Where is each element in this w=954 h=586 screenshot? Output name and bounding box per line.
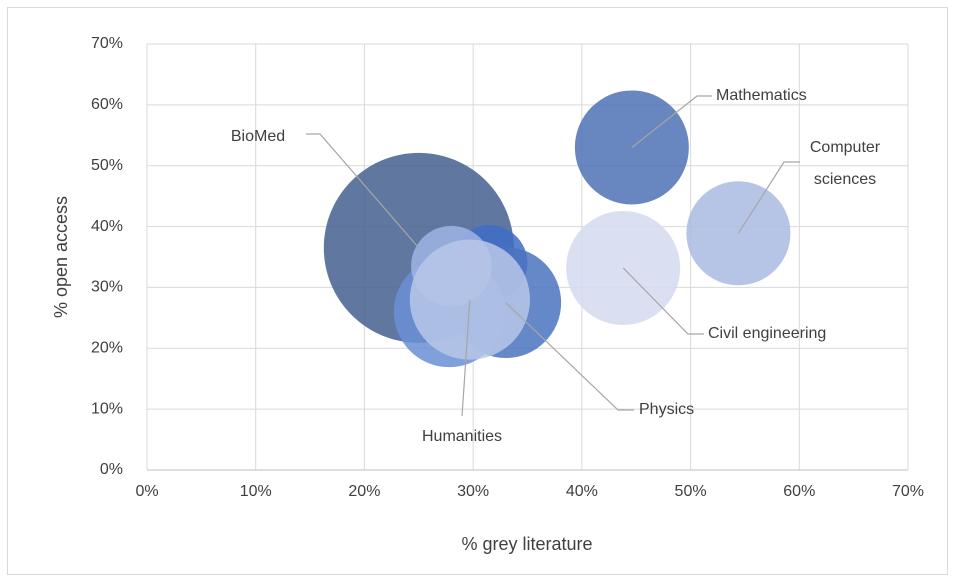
y-tick-label: 70%: [91, 35, 123, 52]
data-label: Humanities: [422, 428, 502, 445]
x-tick-label: 30%: [457, 483, 489, 500]
x-tick-label: 10%: [240, 483, 272, 500]
data-label: Physics: [639, 401, 694, 418]
y-tick-label: 60%: [91, 96, 123, 113]
x-tick-label: 70%: [892, 483, 924, 500]
x-tick-label: 50%: [675, 483, 707, 500]
y-tick-label: 10%: [91, 400, 123, 417]
x-axis-title: % grey literature: [461, 534, 592, 554]
x-tick-label: 40%: [566, 483, 598, 500]
leader-line: [737, 161, 800, 234]
x-tick-label: 0%: [135, 483, 158, 500]
leader-line: [306, 133, 420, 249]
x-tick-label: 60%: [783, 483, 815, 500]
y-tick-label: 30%: [91, 279, 123, 296]
data-label: BioMed: [231, 128, 285, 145]
data-label: Civil engineering: [708, 325, 826, 342]
y-axis-title: % open access: [51, 196, 71, 318]
leader-line: [461, 299, 471, 417]
data-label: Computer sciences: [810, 139, 881, 188]
y-tick-label: 40%: [91, 218, 123, 235]
data-label: Mathematics: [716, 87, 807, 104]
leader-line: [631, 95, 712, 148]
y-tick-label: 50%: [91, 157, 123, 174]
x-tick-label: 20%: [348, 483, 380, 500]
y-tick-label: 20%: [91, 340, 123, 357]
leader-line: [505, 302, 634, 411]
leader-line: [622, 267, 704, 335]
y-tick-label: 0%: [100, 461, 123, 478]
